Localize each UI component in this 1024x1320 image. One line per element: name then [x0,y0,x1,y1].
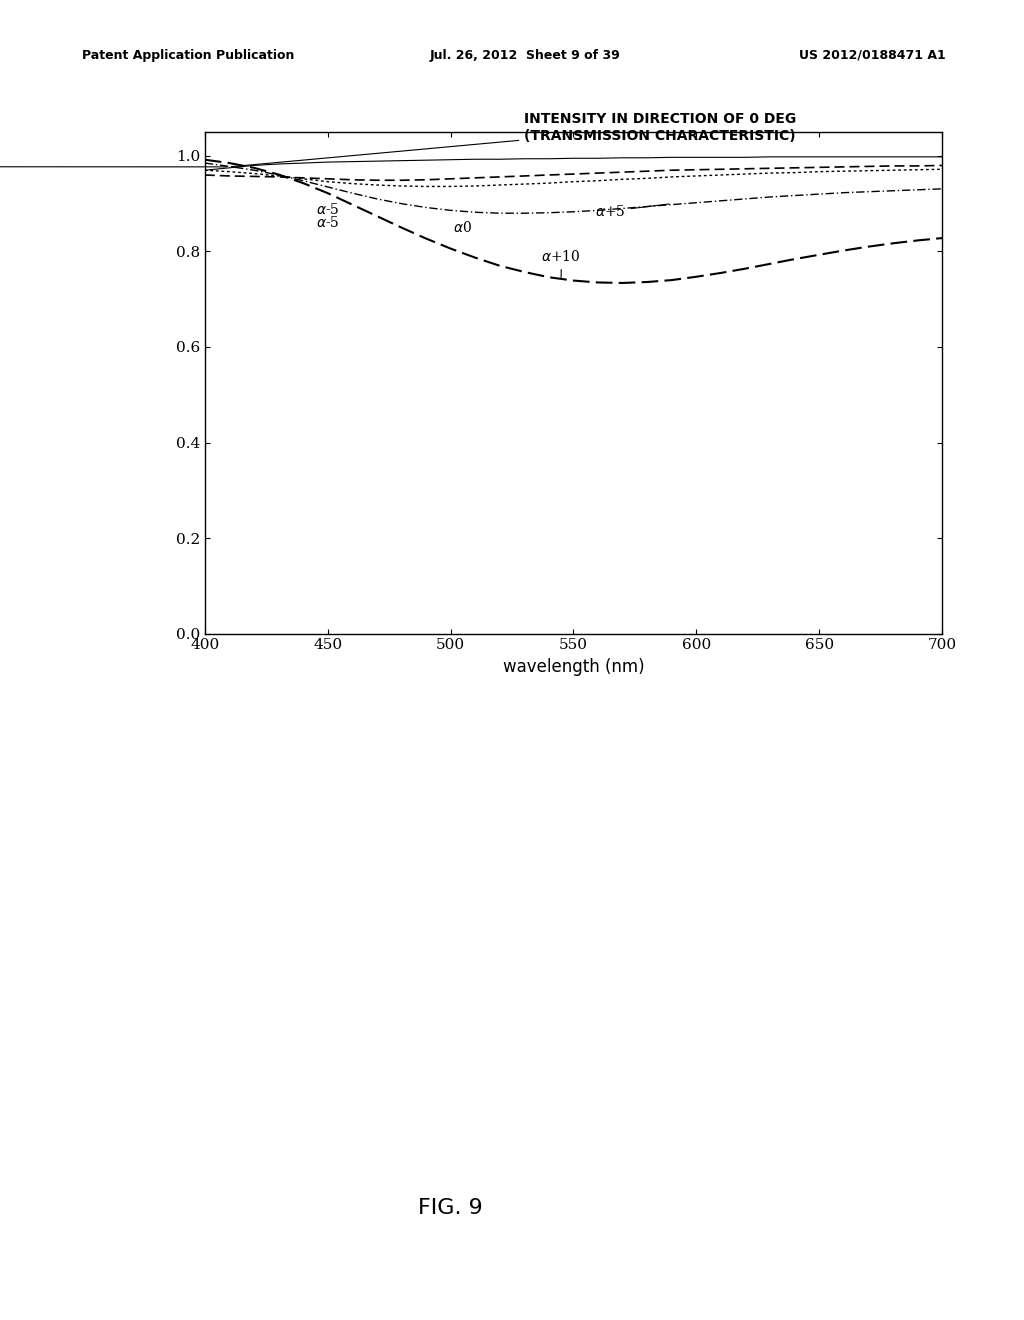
Text: FIG. 9: FIG. 9 [418,1199,483,1218]
Text: $\alpha$+5: $\alpha$+5 [595,203,669,219]
Text: $\alpha$-5: $\alpha$-5 [316,202,339,218]
Text: Jul. 26, 2012  Sheet 9 of 39: Jul. 26, 2012 Sheet 9 of 39 [430,49,621,62]
Text: $\alpha$0: $\alpha$0 [454,220,472,235]
Text: $\alpha$-5: $\alpha$-5 [316,215,339,230]
Text: $\alpha$-10: $\alpha$-10 [0,160,226,174]
Text: Patent Application Publication: Patent Application Publication [82,49,294,62]
Text: US 2012/0188471 A1: US 2012/0188471 A1 [799,49,945,62]
Text: $\alpha$+10: $\alpha$+10 [542,249,581,277]
X-axis label: wavelength (nm): wavelength (nm) [503,657,644,676]
Text: INTENSITY IN DIRECTION OF 0 DEG
(TRANSMISSION CHARACTERISTIC): INTENSITY IN DIRECTION OF 0 DEG (TRANSMI… [232,112,797,166]
